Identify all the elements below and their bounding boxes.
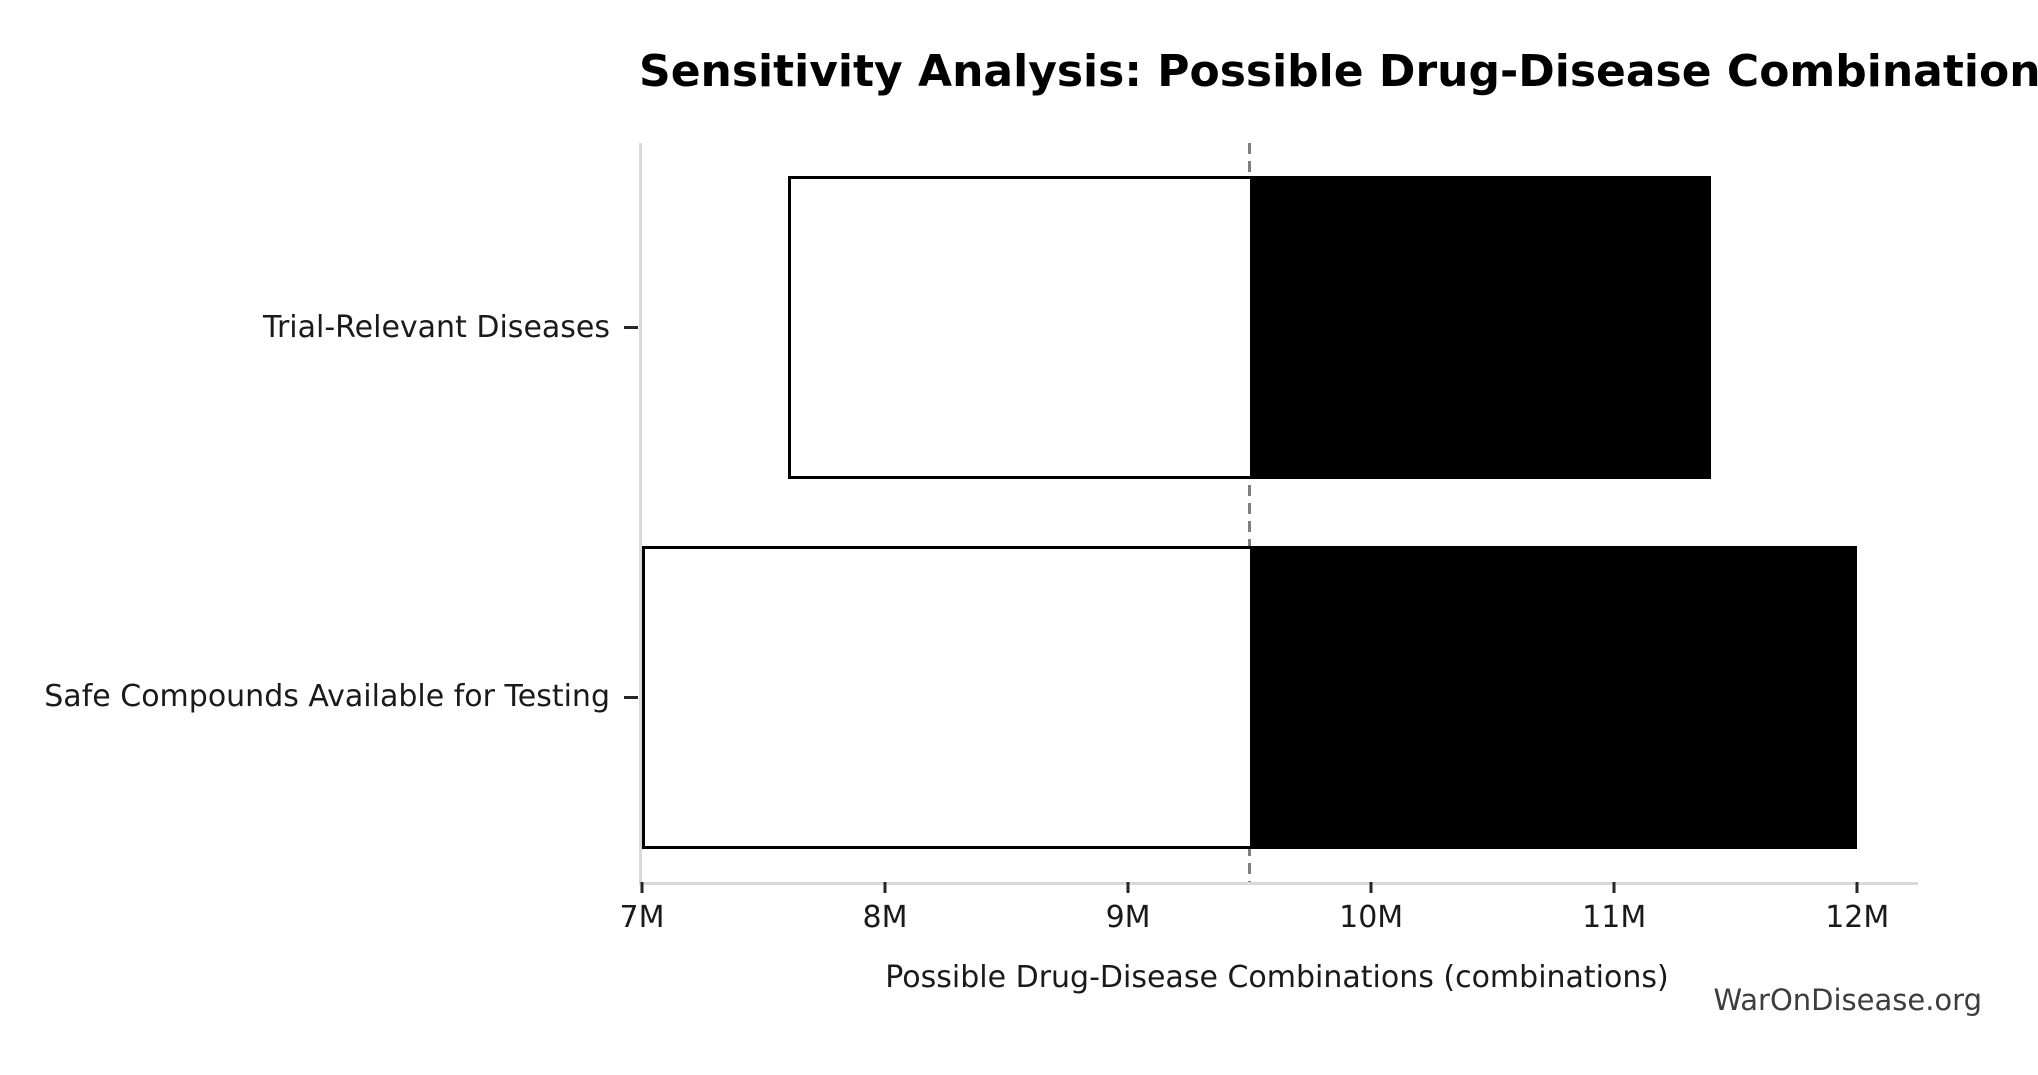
x-axis-tick-mark	[1369, 882, 1373, 893]
bar-high-segment	[1249, 176, 1712, 480]
chart-title: Sensitivity Analysis: Possible Drug-Dise…	[639, 46, 2038, 97]
y-axis-tick-mark	[624, 695, 638, 699]
baseline-dashed-line	[1248, 143, 1252, 882]
bar-high-segment	[1249, 545, 1858, 849]
x-axis-tick-mark	[640, 882, 644, 893]
watermark-text: WarOnDisease.org	[1713, 983, 1982, 1017]
x-axis-tick-label: 8M	[862, 900, 908, 935]
x-axis-tick-label: 11M	[1582, 900, 1647, 935]
x-axis-tick-label: 9M	[1105, 900, 1151, 935]
x-axis-tick-label: 12M	[1825, 900, 1890, 935]
x-axis-title: Possible Drug-Disease Combinations (comb…	[885, 960, 1669, 995]
x-axis-tick-mark	[883, 882, 887, 893]
x-axis-tick-label: 7M	[619, 900, 665, 935]
y-axis-tick-mark	[624, 326, 638, 330]
x-axis-tick-mark	[1126, 882, 1130, 893]
x-axis-tick-label: 10M	[1339, 900, 1404, 935]
y-axis-category-label: Safe Compounds Available for Testing	[44, 679, 610, 715]
x-axis-tick-mark	[1855, 882, 1859, 893]
x-axis-tick-mark	[1612, 882, 1616, 893]
plot-area: 7M 8M 9M 10M 11M 12M	[620, 143, 1918, 935]
y-axis-category-label: Trial-Relevant Diseases	[263, 309, 610, 345]
